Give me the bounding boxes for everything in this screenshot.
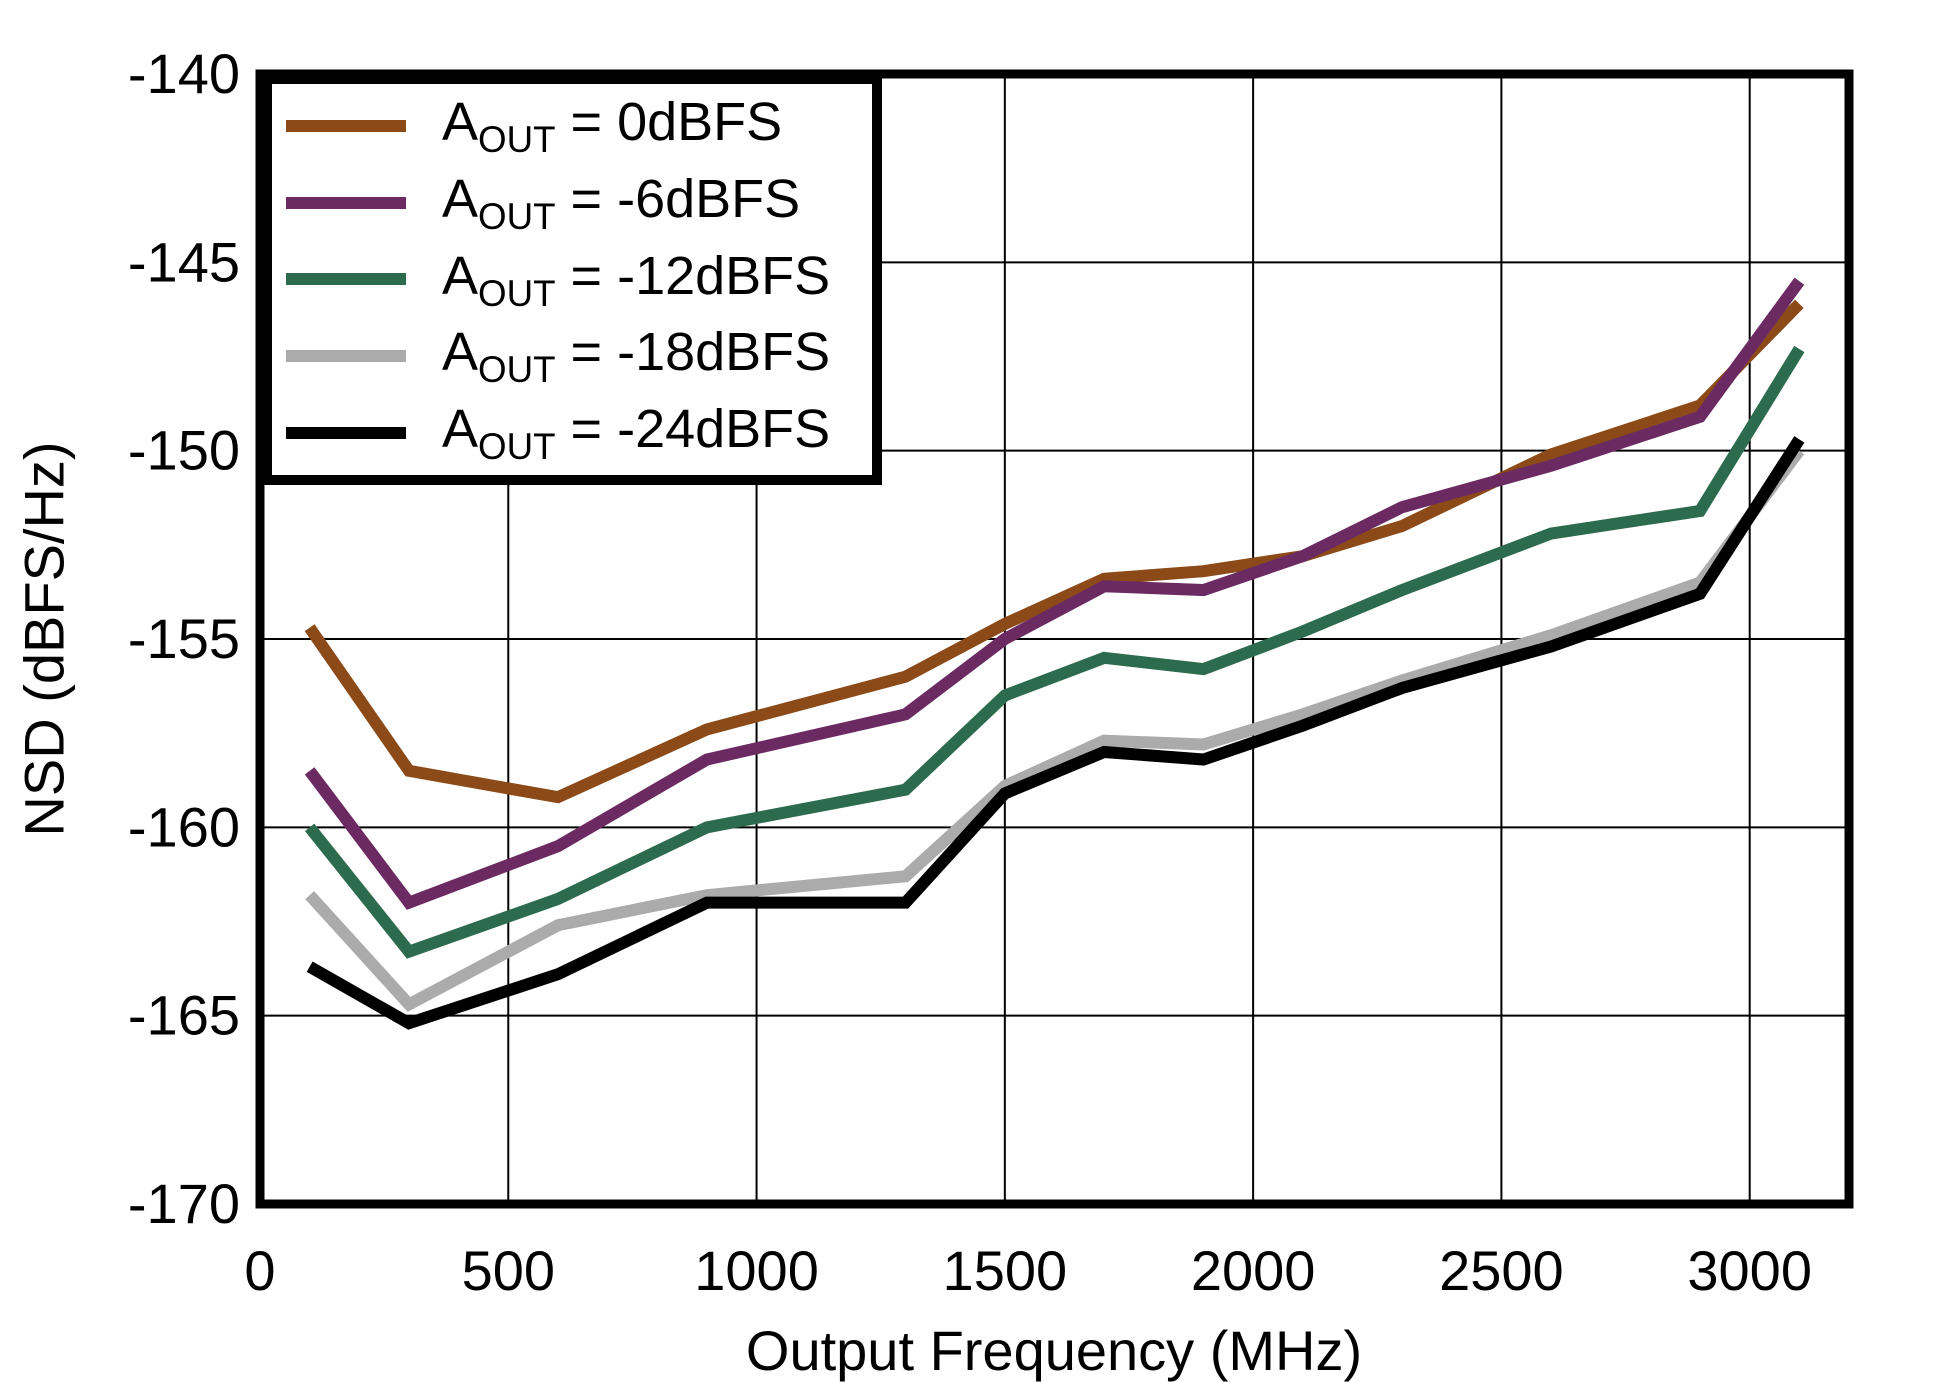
legend-label: AOUT = -6dBFS bbox=[442, 168, 801, 237]
legend-entry: AOUT = -24dBFS bbox=[286, 398, 872, 468]
legend-label: AOUT = -24dBFS bbox=[442, 399, 831, 467]
series-lines bbox=[304, 277, 1805, 1030]
legend-swatch bbox=[286, 196, 406, 209]
series-line-aout-6dbfs bbox=[304, 277, 1805, 910]
legend-entry: AOUT = -18dBFS bbox=[286, 321, 872, 391]
series-line-aout-12dbfs bbox=[304, 345, 1805, 959]
y-tick-label: -170 bbox=[128, 1172, 240, 1235]
y-tick-label: -145 bbox=[128, 230, 240, 293]
series-line-aout-24dbfs bbox=[306, 436, 1805, 1030]
series-line-aout-18dbfs bbox=[305, 447, 1805, 1012]
legend-entry: AOUT = 0dBFS bbox=[286, 91, 872, 161]
x-tick-label: 2500 bbox=[1439, 1239, 1564, 1302]
legend-label: AOUT = -12dBFS bbox=[442, 245, 831, 314]
legend-box: AOUT = 0dBFS AOUT = -6dBFS AOUT = -12dBFS A… bbox=[262, 74, 882, 485]
x-tick-label: 1500 bbox=[943, 1239, 1068, 1302]
y-tick-label: -160 bbox=[128, 795, 240, 858]
legend-label: AOUT = -18dBFS bbox=[442, 322, 831, 391]
x-tick-label: 0 bbox=[244, 1239, 275, 1302]
y-tick-label: -155 bbox=[128, 607, 240, 670]
series-line-aout-0dbfs bbox=[304, 299, 1804, 804]
y-axis-title: NSD (dBFS/Hz) bbox=[12, 441, 76, 837]
x-axis-title: Output Frequency (MHz) bbox=[745, 1319, 1363, 1382]
x-tick-label: 2000 bbox=[1191, 1239, 1316, 1302]
legend-swatch bbox=[286, 427, 406, 440]
legend-label: AOUT = 0dBFS bbox=[442, 92, 783, 160]
legend-entry: AOUT = -6dBFS bbox=[286, 168, 872, 238]
plot-border bbox=[255, 69, 1854, 1209]
y-tick-label: -140 bbox=[128, 42, 240, 105]
legend-swatch bbox=[286, 273, 406, 286]
legend-swatch bbox=[286, 350, 406, 363]
x-tick-label: 3000 bbox=[1687, 1239, 1812, 1302]
y-tick-label: -165 bbox=[128, 984, 240, 1047]
legend-entry: AOUT = -12dBFS bbox=[286, 245, 872, 315]
x-tick-label: 500 bbox=[462, 1239, 555, 1302]
y-tick-label: -150 bbox=[128, 419, 240, 482]
x-tick-label: 1000 bbox=[694, 1239, 819, 1302]
legend-swatch bbox=[286, 119, 406, 132]
